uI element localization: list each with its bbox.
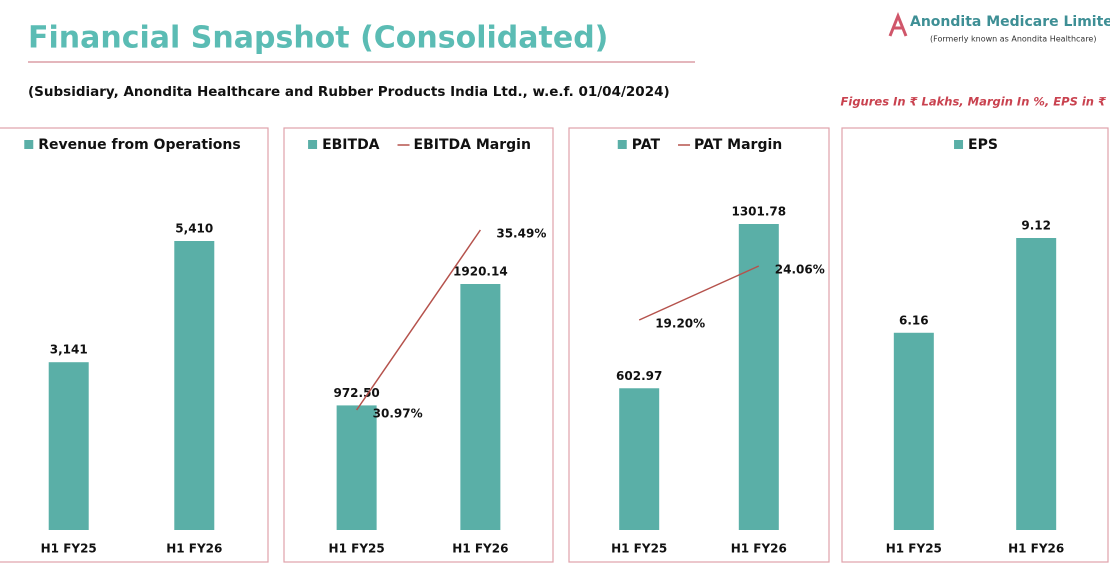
x-tick-label: H1 FY25 bbox=[329, 542, 385, 556]
data-label: 6.16 bbox=[899, 313, 929, 327]
bar bbox=[1016, 238, 1057, 530]
legend: PAT PAT Margin bbox=[617, 137, 782, 153]
legend-label: EBITDA bbox=[322, 137, 380, 153]
data-label: 30.97% bbox=[373, 407, 423, 421]
legend-swatch bbox=[617, 140, 627, 149]
data-label: 1301.78 bbox=[731, 205, 786, 219]
data-label: 602.97 bbox=[616, 369, 662, 383]
x-tick-label: H1 FY25 bbox=[611, 542, 667, 556]
bar bbox=[738, 224, 779, 530]
bar bbox=[460, 284, 501, 530]
data-label: 24.06% bbox=[775, 263, 825, 277]
bar bbox=[893, 332, 934, 530]
margin-line bbox=[638, 265, 760, 321]
data-label: 3,141 bbox=[50, 343, 88, 357]
data-label: 19.20% bbox=[655, 317, 705, 331]
x-tick-label: H1 FY25 bbox=[886, 542, 942, 556]
legend-label: EPS bbox=[968, 137, 998, 153]
bar bbox=[619, 388, 660, 530]
data-label: 35.49% bbox=[496, 227, 546, 241]
units-note: Figures In ₹ Lakhs, Margin In %, EPS in … bbox=[841, 95, 1107, 109]
x-tick-label: H1 FY25 bbox=[41, 542, 97, 556]
bar bbox=[336, 405, 377, 530]
legend-label: PAT bbox=[632, 137, 661, 153]
subtitle: (Subsidiary, Anondita Healthcare and Rub… bbox=[28, 84, 670, 100]
legend-swatch bbox=[24, 140, 34, 149]
bar bbox=[48, 362, 89, 530]
margin-line bbox=[356, 229, 481, 411]
slide-title: Financial Snapshot (Consolidated) bbox=[28, 21, 608, 56]
legend: EBITDA EBITDA Margin bbox=[308, 137, 531, 153]
x-tick-label: H1 FY26 bbox=[1008, 542, 1064, 556]
panel bbox=[841, 127, 1109, 563]
data-label: 1920.14 bbox=[453, 265, 508, 279]
legend: Revenue from Operations bbox=[24, 137, 241, 153]
logo-icon bbox=[888, 11, 908, 37]
data-label: 5,410 bbox=[175, 222, 213, 236]
legend-label: EBITDA Margin bbox=[414, 137, 531, 153]
x-tick-label: H1 FY26 bbox=[166, 542, 222, 556]
panel bbox=[568, 127, 830, 563]
data-label: 9.12 bbox=[1021, 219, 1051, 233]
data-label: 972.50 bbox=[333, 386, 379, 400]
logo-note: (Formerly known as Anondita Healthcare) bbox=[930, 35, 1096, 44]
bar bbox=[174, 241, 215, 530]
legend: EPS bbox=[954, 137, 998, 153]
x-tick-label: H1 FY26 bbox=[731, 542, 787, 556]
x-tick-label: H1 FY26 bbox=[452, 542, 508, 556]
legend-label: Revenue from Operations bbox=[38, 137, 240, 153]
logo-name: Anondita Medicare Limited bbox=[910, 14, 1110, 30]
legend-label: PAT Margin bbox=[694, 137, 782, 153]
panel bbox=[0, 127, 269, 563]
legend-swatch bbox=[308, 140, 318, 149]
panel bbox=[283, 127, 554, 563]
legend-swatch bbox=[954, 140, 964, 149]
